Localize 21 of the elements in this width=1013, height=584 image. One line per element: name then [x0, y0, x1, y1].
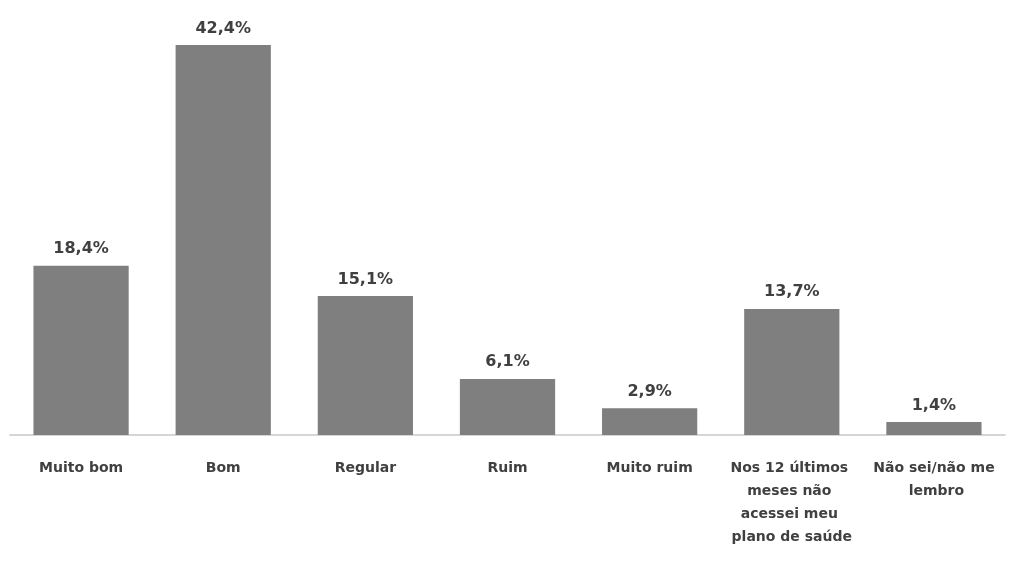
x-tick-label: Ruim — [487, 458, 528, 475]
x-tick-label: Bom — [205, 458, 241, 475]
data-label: 18,4% — [53, 238, 109, 258]
data-label: 13,7% — [764, 281, 820, 301]
x-tick-label: Não sei/não me lembro — [873, 458, 995, 498]
bar — [459, 378, 556, 435]
bar — [175, 45, 271, 435]
bar — [744, 308, 840, 435]
data-label: 2,9% — [627, 380, 672, 400]
x-tick-label: Nos 12 últimos meses não acessei meu plano de saúde — [730, 458, 854, 544]
data-label: 6,1% — [485, 351, 530, 371]
data-label: 15,1% — [337, 268, 394, 288]
x-tick-label: Muito bom — [39, 458, 124, 475]
bar — [886, 422, 982, 435]
bar — [33, 265, 129, 435]
data-label: 1,4% — [911, 394, 957, 414]
bar — [317, 296, 413, 435]
bar — [602, 408, 698, 435]
x-tick-label: Muito ruim — [606, 458, 693, 475]
x-tick-label: Regular — [334, 458, 397, 475]
data-label: 42,4% — [195, 17, 251, 37]
